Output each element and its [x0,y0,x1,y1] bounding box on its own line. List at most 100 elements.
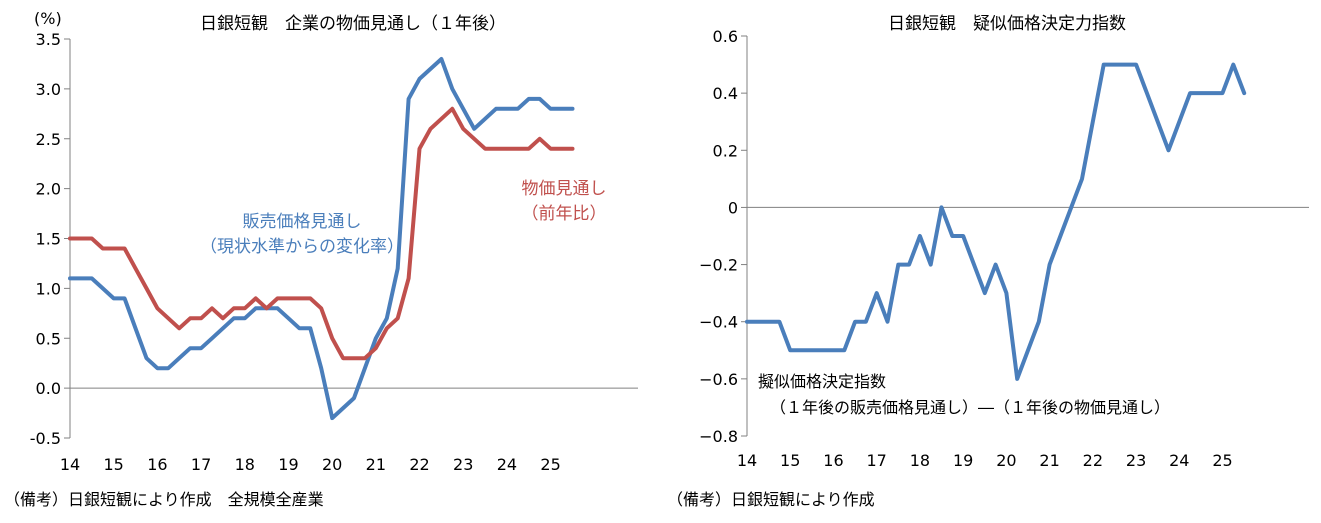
data-point-series-1 [188,316,192,320]
data-point-series-1 [538,137,542,141]
data-point-series-1 [505,147,509,151]
data-point-series-1 [286,296,290,300]
data-point-series-1 [155,306,159,310]
data-point-series-1 [439,117,443,121]
data-point-series-1 [483,147,487,151]
data-point-series-0 [810,348,814,352]
data-point-series-0 [972,263,976,267]
data-point-series-0 [1112,63,1116,67]
y-tick-label: −0.4 [699,313,738,332]
data-point-series-1 [450,107,454,111]
data-point-series-1 [494,147,498,151]
data-point-series-0 [1037,320,1041,324]
data-point-series-1 [265,306,269,310]
data-point-series-0 [1231,63,1235,67]
data-point-series-0 [439,57,443,61]
x-tick-label: 18 [235,455,255,474]
data-point-series-0 [134,326,138,330]
series-label-selling-price-line1: 販売価格見通し [242,212,362,232]
y-tick-label: 0.4 [713,84,738,103]
data-point-series-0 [1080,177,1084,181]
data-point-series-1 [276,296,280,300]
data-point-series-0 [961,234,965,238]
y-tick-label: 3.5 [36,30,61,49]
index-definition-title: 擬似価格決定指数 [758,372,887,391]
y-tick-label: 1.5 [36,230,61,249]
x-tick-label: 21 [366,455,386,474]
data-point-series-0 [864,320,868,324]
data-point-series-0 [308,326,312,330]
data-point-series-1 [134,266,138,270]
data-point-series-0 [1091,120,1095,124]
chart-title: 日銀短観 企業の物価見通し（１年後） [200,14,506,34]
data-point-series-0 [1188,91,1192,95]
data-point-series-1 [352,356,356,360]
data-point-series-0 [994,263,998,267]
data-point-series-0 [494,107,498,111]
x-tick-label: 16 [823,451,843,470]
data-point-series-0 [79,276,83,280]
right-chart-note: （備考）日銀短観により作成 [667,490,875,509]
y-tick-label: 0 [728,198,738,217]
x-tick-label: 20 [996,451,1016,470]
y-tick-label: 3.0 [36,80,61,99]
data-point-series-0 [1015,377,1019,381]
data-point-series-0 [418,77,422,81]
data-point-series-1 [341,356,345,360]
data-point-series-0 [319,366,323,370]
data-point-series-0 [144,356,148,360]
data-point-series-0 [407,97,411,101]
data-point-series-0 [505,107,509,111]
index-definition-annotation: 擬似価格決定指数 （１年後の販売価格見通し）―（１年後の物価見通し） [758,369,1170,421]
data-point-series-0 [472,127,476,131]
data-point-series-1 [79,237,83,240]
data-point-series-1 [527,147,531,151]
data-point-series-0 [1167,148,1170,152]
data-point-series-0 [166,366,170,370]
y-tick-label: −0.6 [699,370,738,389]
x-tick-label: 24 [1169,451,1189,470]
data-point-series-1 [243,306,247,310]
data-point-series-0 [297,326,301,330]
data-point-series-0 [1026,348,1030,352]
data-point-series-0 [1048,263,1052,267]
series-label-price-outlook-line2: （前年比） [521,204,607,224]
x-tick-label: 17 [191,455,211,474]
data-point-series-1 [177,326,181,330]
data-point-series-0 [112,296,116,300]
x-tick-label: 23 [453,455,473,474]
y-tick-label: 2.5 [36,130,61,149]
data-point-series-1 [144,286,148,290]
y-tick-label: −0.8 [699,427,738,446]
y-tick-label: −0.2 [699,256,738,275]
data-point-series-1 [101,246,105,250]
x-tick-label: 18 [910,451,930,470]
data-point-series-0 [570,107,574,111]
data-point-series-1 [254,296,258,300]
data-point-series-1 [428,127,432,131]
index-definition-formula: （１年後の販売価格見通し）―（１年後の物価見通し） [770,398,1171,417]
data-point-series-0 [853,320,857,324]
data-point-series-0 [1102,63,1106,67]
data-point-series-0 [940,205,944,209]
data-point-series-0 [101,286,105,290]
x-tick-label: 25 [540,455,560,474]
data-point-series-0 [352,396,356,400]
x-tick-label: 19 [278,455,298,474]
x-tick-label: 15 [104,455,124,474]
data-point-series-0 [374,336,378,340]
data-point-series-0 [560,107,564,111]
x-tick-label: 22 [409,455,429,474]
data-point-series-0 [918,234,922,238]
data-point-series-0 [221,326,225,330]
data-point-series-0 [232,316,236,320]
data-point-series-0 [483,117,487,121]
data-point-series-0 [1221,91,1225,95]
series-line-0 [745,62,1247,381]
data-point-series-1 [570,147,574,151]
data-point-series-0 [123,296,127,300]
data-point-series-0 [1069,205,1073,209]
data-point-series-0 [538,97,542,101]
chart-title: 日銀短観 疑似価格決定力指数 [888,14,1126,34]
data-point-series-1 [374,346,378,350]
